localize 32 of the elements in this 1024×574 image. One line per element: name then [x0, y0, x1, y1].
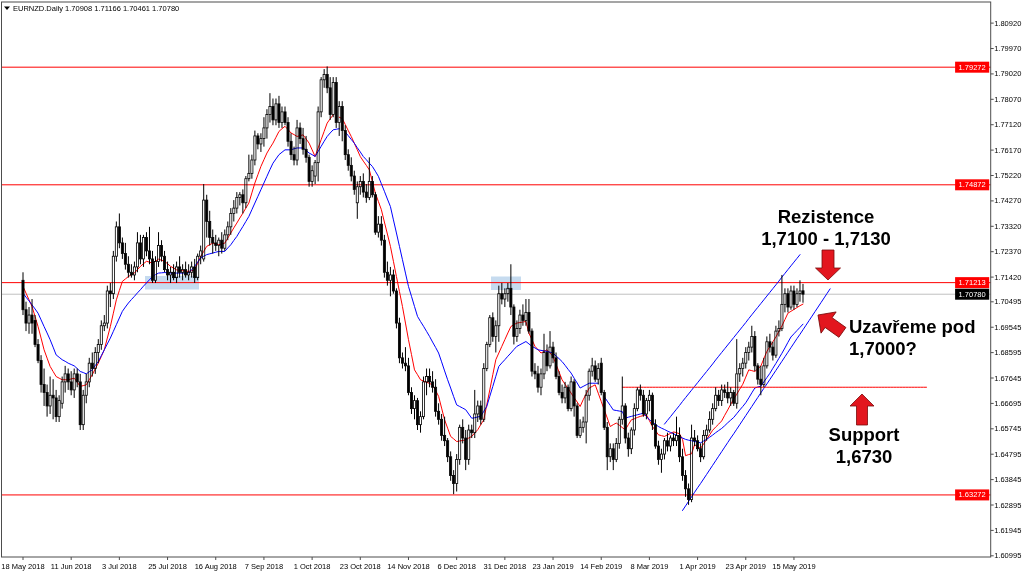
candlestick [792, 285, 796, 311]
candlestick [280, 106, 284, 129]
line-series [682, 288, 831, 511]
candlestick [789, 285, 793, 311]
annotation: Uzavřeme pod 1,7000? [849, 316, 976, 359]
candlestick [548, 330, 552, 370]
candlestick [434, 378, 438, 418]
candlestick [277, 95, 281, 129]
line-series [663, 254, 801, 425]
candlestick [295, 119, 299, 166]
candlestick [440, 413, 444, 442]
candlestick [521, 303, 525, 327]
candlestick [274, 98, 278, 126]
candlestick [265, 108, 269, 140]
candlestick [99, 319, 103, 351]
annotation: Rezistence 1,7100 - 1,7130 [761, 206, 891, 249]
annotation: Support 1,6730 [828, 424, 900, 467]
candlestick [51, 378, 55, 420]
candlestick [262, 116, 266, 148]
candlestick [744, 346, 748, 370]
candlestick [244, 175, 248, 209]
candlestick [717, 389, 721, 407]
candlestick [801, 283, 805, 304]
candlestick [48, 376, 52, 415]
candlestick [786, 287, 790, 313]
candlestick [798, 279, 802, 303]
candlestick [780, 274, 784, 332]
candlestick [301, 127, 305, 156]
candlestick [93, 346, 97, 375]
candlestick [123, 242, 127, 271]
candlestick [536, 365, 540, 394]
candlestick [566, 384, 570, 412]
